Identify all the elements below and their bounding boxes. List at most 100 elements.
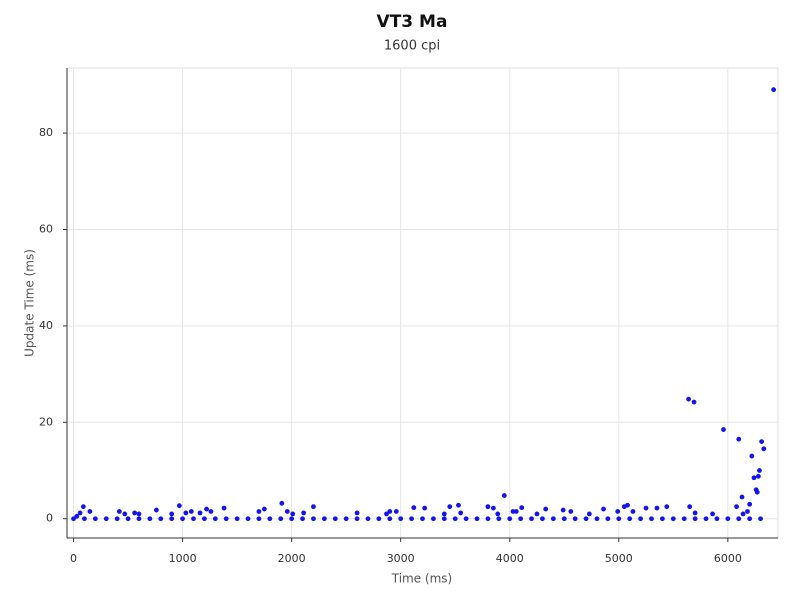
point — [703, 516, 709, 522]
point — [87, 509, 93, 514]
point — [136, 511, 142, 517]
point — [601, 506, 606, 512]
point — [485, 516, 491, 522]
point — [660, 516, 665, 522]
point — [615, 509, 621, 514]
point — [771, 87, 777, 93]
point — [300, 516, 305, 522]
point — [692, 516, 698, 522]
point — [197, 510, 203, 516]
point — [739, 494, 745, 500]
point — [82, 516, 87, 522]
point — [136, 516, 142, 522]
point — [208, 509, 214, 514]
point — [447, 504, 453, 510]
point — [267, 516, 273, 522]
point — [398, 516, 404, 522]
point — [122, 511, 128, 517]
point — [755, 473, 761, 479]
point — [223, 516, 229, 522]
point — [754, 489, 760, 495]
point — [456, 502, 461, 508]
chart-subtitle: 1600 cpi — [384, 39, 440, 54]
point — [714, 516, 720, 522]
point — [290, 511, 296, 517]
point — [692, 510, 698, 516]
point — [204, 506, 209, 512]
point — [103, 516, 109, 522]
point — [710, 511, 715, 517]
point — [627, 516, 633, 522]
point — [572, 516, 578, 522]
point — [625, 502, 630, 508]
point — [441, 511, 447, 517]
point — [485, 504, 491, 510]
point — [616, 516, 622, 522]
point — [221, 505, 227, 511]
point — [654, 505, 660, 511]
point — [261, 506, 267, 512]
point — [759, 439, 765, 444]
point — [393, 509, 399, 514]
x-tick-label: 5000 — [605, 552, 633, 565]
x-tick-label: 6000 — [714, 552, 742, 565]
point — [686, 396, 691, 402]
point — [734, 504, 739, 510]
point — [256, 509, 262, 514]
point — [279, 500, 285, 506]
point — [125, 516, 131, 522]
point — [311, 504, 316, 510]
point — [169, 516, 175, 522]
point — [441, 516, 447, 522]
point — [540, 516, 545, 522]
point — [176, 503, 182, 509]
point — [132, 510, 138, 516]
point — [736, 436, 742, 442]
point — [387, 509, 393, 514]
point — [74, 513, 80, 519]
point — [745, 509, 750, 514]
point — [77, 510, 83, 516]
point — [513, 509, 519, 514]
point — [409, 516, 414, 522]
point — [495, 511, 501, 517]
point — [256, 516, 262, 522]
point — [180, 516, 185, 522]
point — [301, 510, 307, 516]
point — [691, 399, 697, 405]
point — [354, 516, 360, 522]
point — [411, 505, 417, 511]
point — [560, 507, 566, 513]
point — [529, 516, 534, 522]
point — [518, 516, 524, 522]
point — [496, 516, 502, 522]
point — [740, 511, 746, 517]
point — [747, 516, 753, 522]
point — [568, 509, 574, 514]
point — [114, 516, 120, 522]
y-tick-label: 80 — [39, 126, 53, 139]
point — [501, 493, 507, 498]
point — [321, 516, 327, 522]
point — [188, 509, 194, 514]
point — [664, 504, 670, 510]
point — [311, 516, 316, 522]
point — [452, 516, 458, 522]
point — [245, 516, 251, 522]
point — [278, 516, 284, 522]
point — [594, 516, 600, 522]
point — [721, 427, 726, 432]
x-tick-label: 3000 — [387, 552, 415, 565]
point — [630, 509, 636, 514]
point — [751, 475, 757, 481]
point — [687, 504, 693, 510]
point — [154, 507, 159, 513]
chart-title: VT3 Ma — [377, 12, 448, 32]
point — [463, 516, 469, 522]
point — [332, 516, 338, 522]
point — [80, 504, 86, 510]
point — [507, 516, 513, 522]
point — [757, 468, 762, 473]
